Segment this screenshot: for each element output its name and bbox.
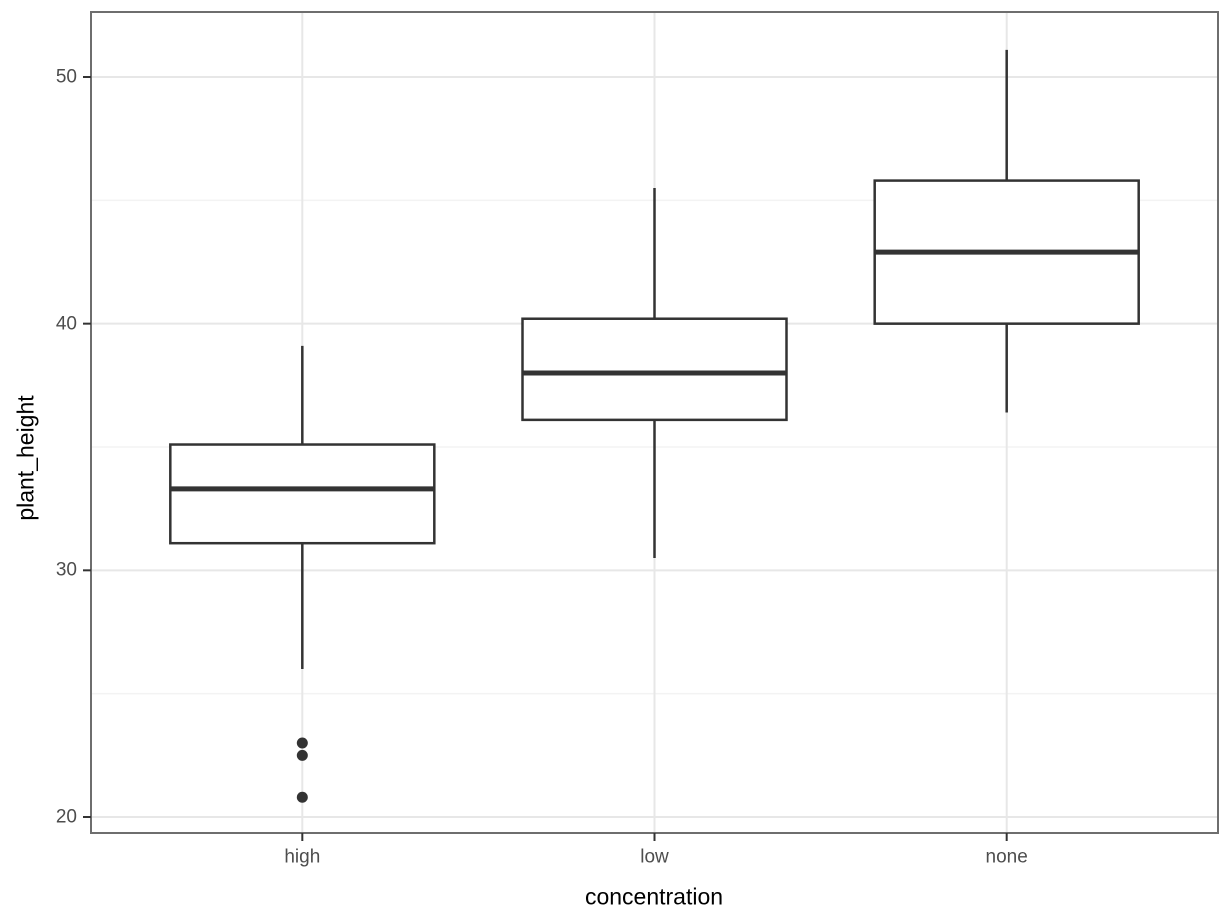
y-axis-title: plant_height bbox=[12, 395, 39, 521]
x-tick-label-none: none bbox=[985, 846, 1028, 868]
y-tick-label-20: 20 bbox=[55, 806, 77, 828]
outlier-point-high bbox=[296, 791, 308, 803]
y-tick-label-30: 30 bbox=[55, 559, 77, 581]
box-high bbox=[169, 443, 436, 545]
x-tick-label-low: low bbox=[640, 846, 669, 868]
outlier-point-high bbox=[296, 737, 308, 749]
x-tick-label-high: high bbox=[284, 846, 321, 868]
y-tick-label-50: 50 bbox=[55, 66, 77, 88]
box-low bbox=[521, 317, 788, 422]
x-axis-title: concentration bbox=[584, 883, 724, 910]
outlier-point-high bbox=[296, 749, 308, 761]
y-tick-label-40: 40 bbox=[55, 313, 77, 335]
